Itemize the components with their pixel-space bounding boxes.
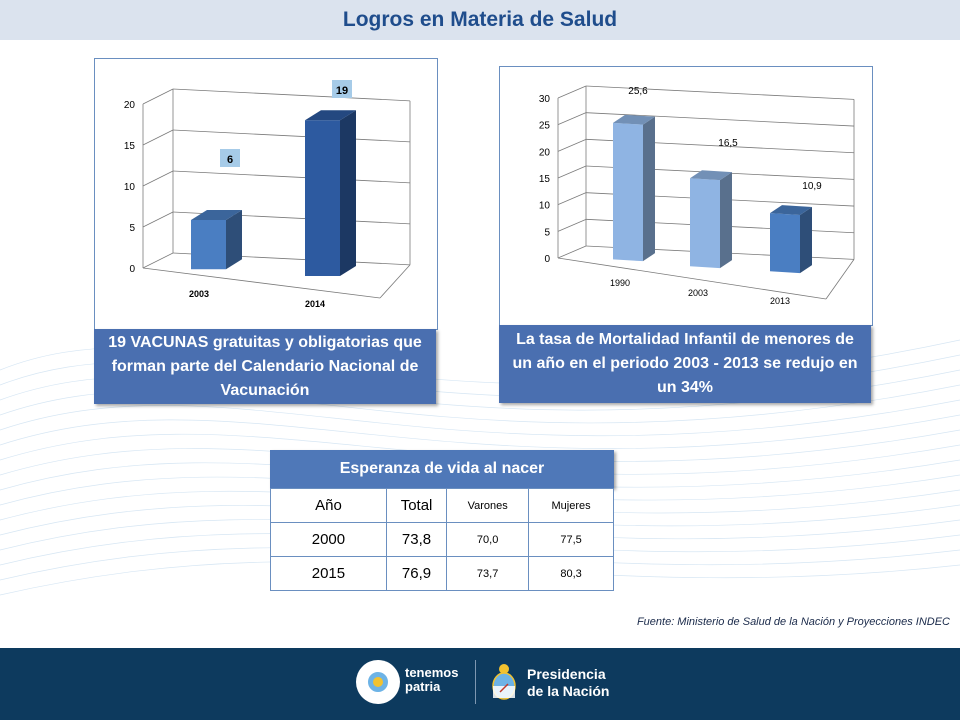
table-header-row: Año Total Varones Mujeres bbox=[270, 488, 614, 523]
table-title: Esperanza de vida al nacer bbox=[270, 450, 614, 488]
bar bbox=[770, 213, 800, 274]
gridline bbox=[172, 88, 411, 102]
presidencia-logo-text: Presidencia de la Nación bbox=[527, 666, 609, 700]
source-note: Fuente: Ministerio de Salud de la Nación… bbox=[636, 616, 950, 628]
header-men: Varones bbox=[446, 488, 530, 523]
data-label: 10,9 bbox=[802, 181, 822, 192]
y-tick-label: 15 bbox=[539, 174, 551, 185]
gridline bbox=[142, 252, 174, 269]
floor-edge-line bbox=[825, 259, 855, 300]
footer-bar bbox=[0, 648, 960, 720]
vaccines-chart: 0 5 10 15 20 2003 6 2014 19 bbox=[94, 58, 438, 330]
vaccines-chart-svg: 0 5 10 15 20 2003 6 2014 19 bbox=[124, 80, 411, 309]
logo2-line1: Presidencia bbox=[527, 666, 606, 682]
y-tick-label: 20 bbox=[539, 147, 551, 158]
gridline bbox=[142, 211, 174, 228]
mortality-caption-text: La tasa de Mortalidad Infantil de menore… bbox=[512, 331, 858, 396]
table-row: 2015 76,9 73,7 80,3 bbox=[270, 556, 614, 591]
x-axis-line bbox=[142, 267, 381, 299]
logo1-line2: patria bbox=[405, 679, 441, 694]
bar-top bbox=[613, 114, 655, 125]
gridline bbox=[557, 138, 587, 152]
y-tick-label: 20 bbox=[124, 100, 136, 111]
y-tick-label: 0 bbox=[129, 264, 135, 275]
cell-total: 76,9 bbox=[385, 556, 448, 591]
data-label: 6 bbox=[227, 154, 233, 166]
bar-top bbox=[305, 110, 356, 121]
x-axis-line bbox=[557, 257, 827, 300]
bar bbox=[305, 120, 340, 277]
y-tick-label: 10 bbox=[539, 201, 551, 212]
title-bar bbox=[0, 0, 960, 40]
tenemos-patria-logo-text: tenemos patria bbox=[405, 666, 458, 694]
gridline bbox=[172, 129, 411, 143]
bar-side bbox=[226, 210, 242, 270]
cell-year: 2000 bbox=[270, 522, 387, 557]
cell-year: 2015 bbox=[270, 556, 387, 591]
bar-top bbox=[770, 205, 812, 215]
bar bbox=[191, 220, 226, 270]
y-tick-label: 5 bbox=[129, 223, 135, 234]
logo2-line2: de la Nación bbox=[527, 683, 610, 699]
bar-side bbox=[720, 172, 732, 269]
coat-of-arms-icon bbox=[492, 664, 516, 700]
cell-women: 77,5 bbox=[528, 522, 614, 557]
life-expectancy-grid: Año Total Varones Mujeres 2000 73,8 70,0… bbox=[270, 488, 614, 591]
gridline bbox=[557, 192, 587, 206]
x-tick-label: 2003 bbox=[688, 288, 708, 298]
bar bbox=[613, 122, 643, 262]
page-title: Logros en Materia de Salud bbox=[342, 8, 618, 31]
gridline bbox=[557, 112, 587, 126]
bar-side bbox=[800, 206, 812, 274]
cell-men: 70,0 bbox=[446, 522, 530, 557]
mortality-caption: La tasa de Mortalidad Infantil de menore… bbox=[499, 325, 871, 403]
gridline bbox=[585, 85, 855, 100]
table-row: 2000 73,8 70,0 77,5 bbox=[270, 522, 614, 557]
data-label-box bbox=[220, 149, 240, 167]
data-label-box bbox=[332, 80, 352, 98]
y-tick-label: 15 bbox=[124, 141, 136, 152]
bar-side bbox=[643, 116, 655, 262]
bar bbox=[690, 178, 720, 269]
infant-mortality-chart: 0 5 10 15 20 25 30 1990 25,6 2003 16,5 2013 10,9 bbox=[499, 66, 873, 326]
y-tick-label: 30 bbox=[539, 94, 551, 105]
gridline bbox=[557, 165, 587, 179]
infant-mortality-chart-svg: 0 5 10 15 20 25 30 1990 25,6 2003 16,5 2013 10,9 bbox=[539, 85, 855, 306]
header-year: Año bbox=[270, 488, 387, 523]
gridline bbox=[557, 218, 587, 232]
y-tick-label: 10 bbox=[124, 182, 136, 193]
vaccines-caption: 19 VACUNAS gratuitas y obligatorias que … bbox=[94, 329, 436, 404]
data-label: 19 bbox=[336, 85, 348, 97]
gridline bbox=[142, 129, 174, 146]
gridline bbox=[142, 170, 174, 187]
x-tick-label: 2003 bbox=[189, 289, 209, 299]
logo1-line1: tenemos bbox=[405, 665, 459, 680]
bar-top bbox=[191, 210, 242, 220]
vaccines-caption-text: 19 VACUNAS gratuitas y obligatorias que … bbox=[108, 333, 422, 399]
life-expectancy-table: Esperanza de vida al nacer Año Total Var… bbox=[270, 450, 614, 591]
tenemos-patria-logo-icon bbox=[356, 660, 400, 704]
header-women: Mujeres bbox=[528, 488, 614, 523]
x-tick-label: 1990 bbox=[610, 278, 630, 288]
cell-men: 73,7 bbox=[446, 556, 530, 591]
header-total: Total bbox=[385, 488, 448, 523]
bar-top bbox=[690, 170, 732, 181]
gridline bbox=[172, 170, 411, 184]
gridline bbox=[557, 245, 587, 259]
footer-divider bbox=[475, 660, 476, 704]
gridline bbox=[142, 88, 174, 105]
cell-total: 73,8 bbox=[385, 522, 448, 557]
gridline bbox=[557, 85, 587, 99]
y-tick-label: 25 bbox=[539, 121, 551, 132]
data-label: 25,6 bbox=[628, 86, 648, 97]
x-tick-label: 2014 bbox=[305, 299, 325, 309]
cell-women: 80,3 bbox=[528, 556, 614, 591]
floor-edge-line bbox=[379, 264, 411, 299]
y-tick-label: 5 bbox=[544, 227, 550, 238]
gridline bbox=[585, 112, 855, 127]
bar-side bbox=[340, 110, 356, 277]
data-label: 16,5 bbox=[718, 138, 738, 149]
y-tick-label: 0 bbox=[544, 254, 550, 265]
x-tick-label: 2013 bbox=[770, 296, 790, 306]
